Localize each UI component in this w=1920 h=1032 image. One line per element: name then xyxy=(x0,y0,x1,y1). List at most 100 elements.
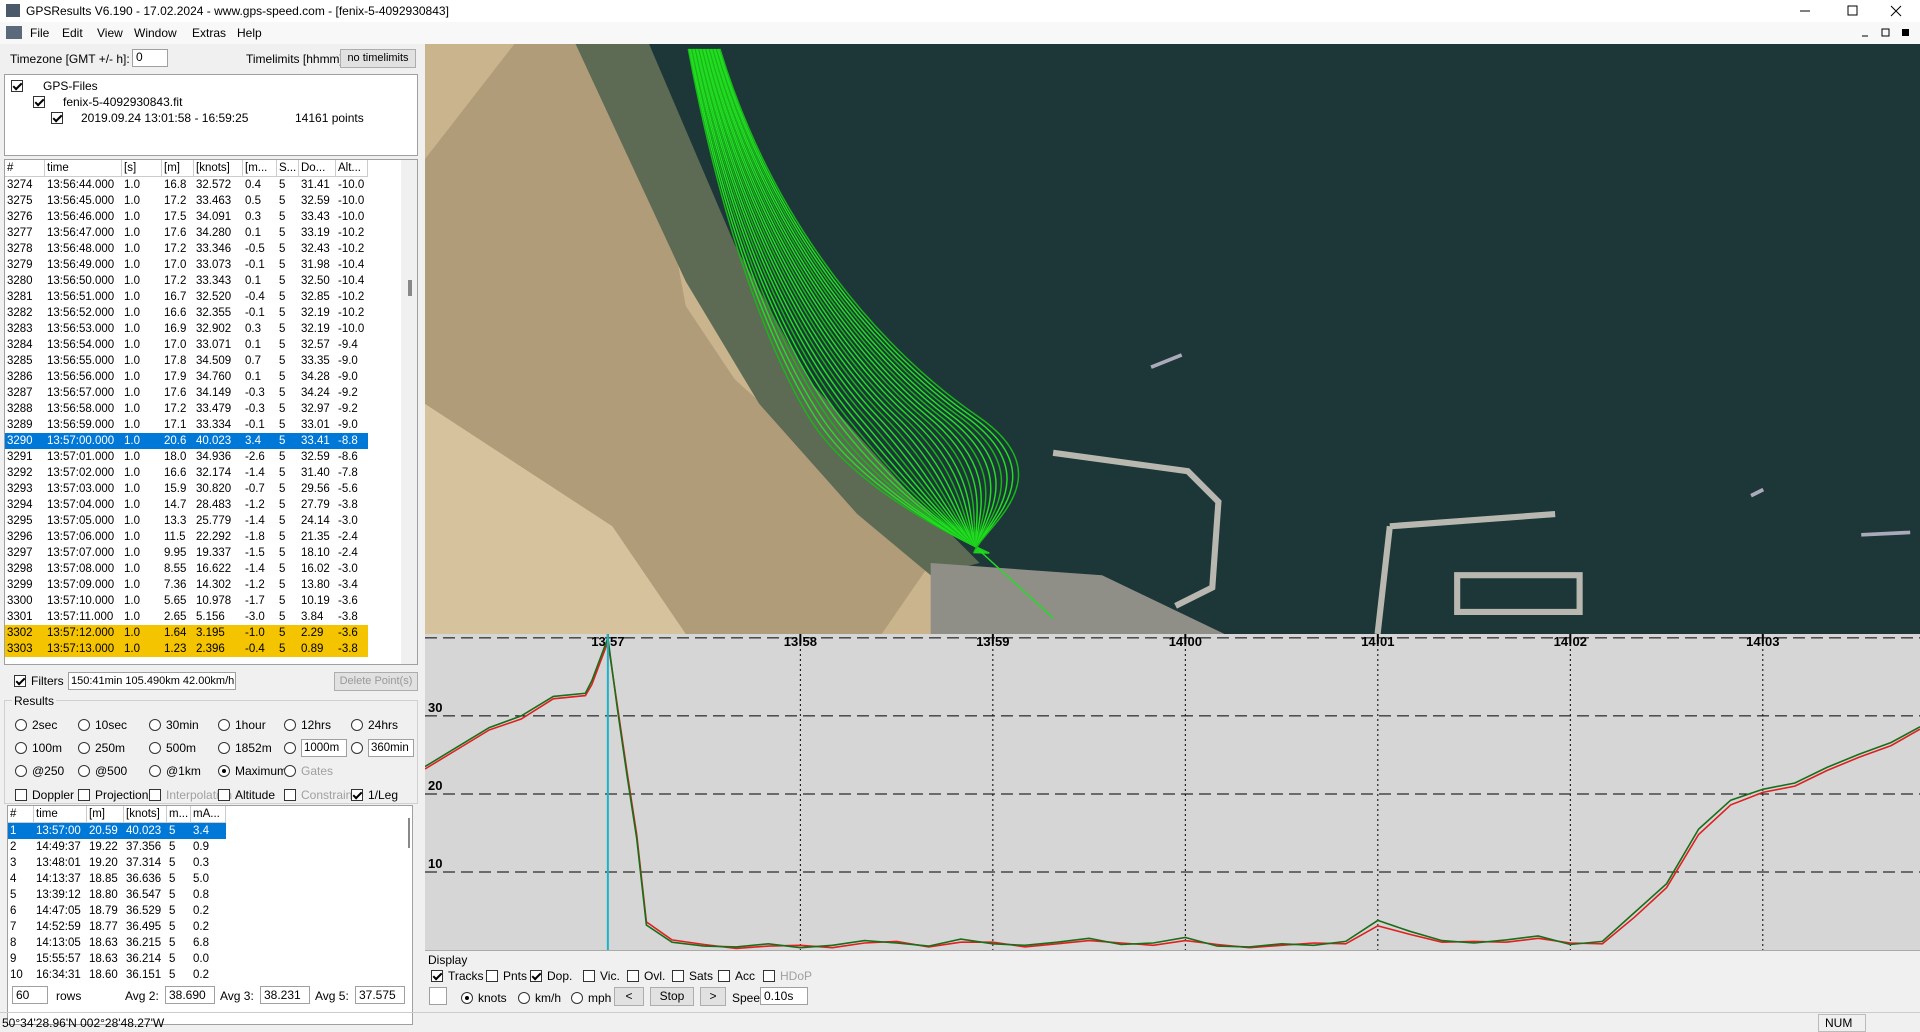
table-row[interactable]: 3275 13:56:45.000 1.0 17.2 33.463 0.5 5 32.59 -1… xyxy=(5,193,368,209)
table-row[interactable]: 3296 13:57:06.000 1.0 11.5 22.292 -1.8 5 21.35-… xyxy=(5,529,368,545)
menu-item[interactable]: View xyxy=(97,26,123,40)
checkbox[interactable] xyxy=(218,789,230,801)
table-row[interactable]: 3290 13:57:00.000 1.0 20.6 40.023 3.4 5 33.41 -8… xyxy=(5,433,368,449)
table-row[interactable]: 3282 13:56:52.000 1.0 16.6 32.355 -0.1 5 32.19-… xyxy=(5,305,368,321)
table-row[interactable]: 4 14:13:37 18.85 36.636 5 5.0 xyxy=(8,871,226,887)
table-row[interactable]: 3 13:48:01 19.20 37.314 5 0.3 xyxy=(8,855,226,871)
radio[interactable] xyxy=(571,992,583,1004)
checkbox[interactable] xyxy=(763,970,775,982)
checkbox[interactable] xyxy=(718,970,730,982)
table-row[interactable]: 3284 13:56:54.000 1.0 17.0 33.071 0.1 5 32.57 -9… xyxy=(5,337,368,353)
stop-button[interactable]: Stop xyxy=(650,987,694,1006)
checkbox[interactable] xyxy=(78,789,90,801)
checkbox[interactable] xyxy=(351,789,363,801)
checkbox[interactable] xyxy=(627,970,639,982)
table-row[interactable]: 3285 13:56:55.000 1.0 17.8 34.509 0.7 5 33.35 -9… xyxy=(5,353,368,369)
table-row[interactable]: 3295 13:57:05.000 1.0 13.3 25.779 -1.4 5 24.14-… xyxy=(5,513,368,529)
checkbox[interactable] xyxy=(11,80,23,92)
column-header[interactable]: mA... xyxy=(191,806,226,823)
radio[interactable] xyxy=(518,992,530,1004)
rows-input[interactable]: 60 xyxy=(12,986,48,1004)
checkbox[interactable] xyxy=(33,96,45,108)
column-header[interactable]: [s] xyxy=(122,160,162,177)
radio[interactable] xyxy=(284,765,296,777)
delete-button[interactable]: Delete Point(s) xyxy=(334,672,418,691)
table-row[interactable]: 3288 13:56:58.000 1.0 17.2 33.479 -0.3 5 32.97-… xyxy=(5,401,368,417)
radio[interactable] xyxy=(351,742,363,754)
radio[interactable] xyxy=(284,719,296,731)
checkbox[interactable] xyxy=(431,970,443,982)
table-row[interactable]: 8 14:13:05 18.63 36.215 5 6.8 xyxy=(8,935,226,951)
checkbox[interactable] xyxy=(486,970,498,982)
speed-input[interactable]: 0.10s xyxy=(760,987,808,1005)
radio[interactable] xyxy=(78,719,90,731)
column-header[interactable]: [m] xyxy=(87,806,124,823)
table-row[interactable]: 2 14:49:37 19.22 37.356 5 0.9 xyxy=(8,839,226,855)
radio[interactable] xyxy=(15,719,27,731)
table-row[interactable]: 10 16:34:31 18.60 36.151 5 0.2 xyxy=(8,967,226,983)
table-row[interactable]: 3301 13:57:11.000 1.0 2.65 5.156 -3.0 5 3.84 -3.… xyxy=(5,609,368,625)
column-header[interactable]: [knots] xyxy=(124,806,167,823)
checkbox[interactable] xyxy=(149,789,161,801)
radio[interactable] xyxy=(218,765,230,777)
checkbox[interactable] xyxy=(284,789,296,801)
text-input[interactable]: 1000m xyxy=(301,739,347,757)
checkbox[interactable] xyxy=(51,112,63,124)
mdi-controls[interactable] xyxy=(1856,24,1918,42)
timezone-input[interactable]: 0 xyxy=(132,49,168,67)
prev-button[interactable]: < xyxy=(614,987,644,1006)
table-row[interactable]: 5 13:39:12 18.80 36.547 5 0.8 xyxy=(8,887,226,903)
timelimits-button[interactable]: no timelimits xyxy=(340,49,416,68)
radio[interactable] xyxy=(218,719,230,731)
spin-box[interactable] xyxy=(429,987,447,1005)
column-header[interactable]: # xyxy=(5,160,45,177)
table-row[interactable]: 9 15:55:57 18.63 36.214 5 0.0 xyxy=(8,951,226,967)
table-row[interactable]: 3292 13:57:02.000 1.0 16.6 32.174 -1.4 5 31.40-… xyxy=(5,465,368,481)
column-header[interactable]: Do... xyxy=(299,160,336,177)
radio[interactable] xyxy=(284,742,296,754)
radio[interactable] xyxy=(149,742,161,754)
column-header[interactable]: # xyxy=(8,806,34,823)
table-row[interactable]: 3299 13:57:09.000 1.0 7.36 14.302 -1.2 5 13.80-… xyxy=(5,577,368,593)
table-row[interactable]: 3293 13:57:03.000 1.0 15.9 30.820 -0.7 5 29.56-… xyxy=(5,481,368,497)
table-row[interactable]: 3287 13:56:57.000 1.0 17.6 34.149 -0.3 5 34.24-… xyxy=(5,385,368,401)
checkbox[interactable] xyxy=(583,970,595,982)
table-row[interactable]: 3294 13:57:04.000 1.0 14.7 28.483 -1.2 5 27.79-… xyxy=(5,497,368,513)
column-header[interactable]: m... xyxy=(167,806,191,823)
radio[interactable] xyxy=(149,719,161,731)
checkbox[interactable] xyxy=(15,789,27,801)
table-row[interactable]: 3300 13:57:10.000 1.0 5.65 10.978 -1.7 5 10.19-… xyxy=(5,593,368,609)
column-header[interactable]: S... xyxy=(277,160,299,177)
column-header[interactable]: time xyxy=(34,806,87,823)
menu-item[interactable]: Edit xyxy=(62,26,83,40)
column-header[interactable]: [m] xyxy=(162,160,194,177)
table-row[interactable]: 3303 13:57:13.000 1.0 1.23 2.396 -0.4 5 0.89 -3.… xyxy=(5,641,368,657)
radio[interactable] xyxy=(78,765,90,777)
table-row[interactable]: 3281 13:56:51.000 1.0 16.7 32.520 -0.4 5 32.85-… xyxy=(5,289,368,305)
checkbox[interactable] xyxy=(14,675,26,687)
radio[interactable] xyxy=(15,765,27,777)
column-header[interactable]: time xyxy=(45,160,122,177)
table-row[interactable]: 7 14:52:59 18.77 36.495 5 0.2 xyxy=(8,919,226,935)
table-row[interactable]: 3298 13:57:08.000 1.0 8.55 16.622 -1.4 5 16.02-… xyxy=(5,561,368,577)
table-row[interactable]: 3302 13:57:12.000 1.0 1.64 3.195 -1.0 5 2.29 -3.… xyxy=(5,625,368,641)
checkbox[interactable] xyxy=(530,970,542,982)
table-row[interactable]: 3297 13:57:07.000 1.0 9.95 19.337 -1.5 5 18.10-… xyxy=(5,545,368,561)
radio[interactable] xyxy=(15,742,27,754)
menu-item[interactable]: Window xyxy=(134,26,177,40)
table-row[interactable]: 1 13:57:00 20.59 40.023 5 3.4 xyxy=(8,823,226,839)
table-row[interactable]: 3280 13:56:50.000 1.0 17.2 33.343 0.1 5 32.50 -1… xyxy=(5,273,368,289)
radio[interactable] xyxy=(461,992,473,1004)
radio[interactable] xyxy=(351,719,363,731)
table-row[interactable]: 3279 13:56:49.000 1.0 17.0 33.073 -0.1 5 31.98-… xyxy=(5,257,368,273)
menu-item[interactable]: File xyxy=(30,26,50,40)
table-row[interactable]: 3276 13:56:46.000 1.0 17.5 34.091 0.3 5 33.43 -1… xyxy=(5,209,368,225)
map-view[interactable] xyxy=(425,44,1920,634)
next-button[interactable]: > xyxy=(700,987,726,1006)
table-row[interactable]: 3286 13:56:56.000 1.0 17.9 34.760 0.1 5 34.28 -9… xyxy=(5,369,368,385)
text-input[interactable]: 360min xyxy=(368,739,414,757)
menu-item[interactable]: Extras xyxy=(192,26,227,40)
speed-graph[interactable]: 4030201013:5713:5813:5914:0014:0114:0214… xyxy=(425,634,1920,950)
radio[interactable] xyxy=(149,765,161,777)
table-row[interactable]: 3283 13:56:53.000 1.0 16.9 32.902 0.3 5 32.19 -1… xyxy=(5,321,368,337)
